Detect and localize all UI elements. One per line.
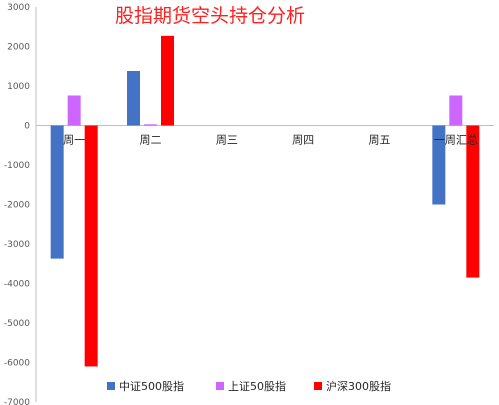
y-tick-label: -2000 [4, 201, 30, 211]
bar-3-2 [161, 35, 174, 126]
x-category-label: 周三 [216, 134, 238, 147]
y-tick-label: -4000 [4, 280, 30, 290]
bar-1-2 [127, 70, 140, 126]
y-tick-label: 3000 [7, 3, 30, 13]
bar-1-6 [432, 125, 446, 205]
y-tick-label: -1000 [4, 161, 30, 171]
y-tick-label: 1000 [7, 82, 30, 92]
x-category-label: 周五 [369, 134, 391, 147]
legend-label-1: 中证500股指 [119, 379, 184, 393]
legend-swatch-3 [314, 382, 322, 390]
bar-2-1 [67, 95, 81, 126]
x-category-label: 周一 [63, 134, 85, 147]
legend: 中证500股指 上证50股指 沪深300股指 [107, 379, 391, 393]
bar-1-1 [50, 125, 64, 259]
y-tick-label: -3000 [4, 240, 30, 250]
bar-2-2 [144, 124, 157, 126]
bar-3-6 [466, 125, 480, 278]
y-tick-label: -6000 [4, 359, 30, 369]
legend-label-3: 沪深300股指 [326, 379, 391, 393]
chart-title: 股指期货空头持仓分析 [115, 5, 305, 27]
y-tick-label: -5000 [4, 319, 30, 329]
legend-label-2: 上证50股指 [228, 379, 286, 393]
legend-swatch-1 [107, 382, 115, 390]
x-category-label: 周二 [140, 134, 162, 147]
y-tick-label: -7000 [4, 398, 30, 405]
x-category-label: 周四 [292, 134, 314, 147]
x-category-label: 一周汇总 [434, 133, 478, 147]
y-tick-label: 0 [24, 122, 30, 132]
bar-3-1 [84, 125, 98, 367]
legend-swatch-2 [216, 382, 224, 390]
plot-area: 3000 2000 1000 0 -1000 -2000 -3000 -4000 -5000 -6… [4, 3, 494, 405]
bar-2-6 [449, 95, 463, 126]
y-tick-label: 2000 [7, 43, 30, 53]
